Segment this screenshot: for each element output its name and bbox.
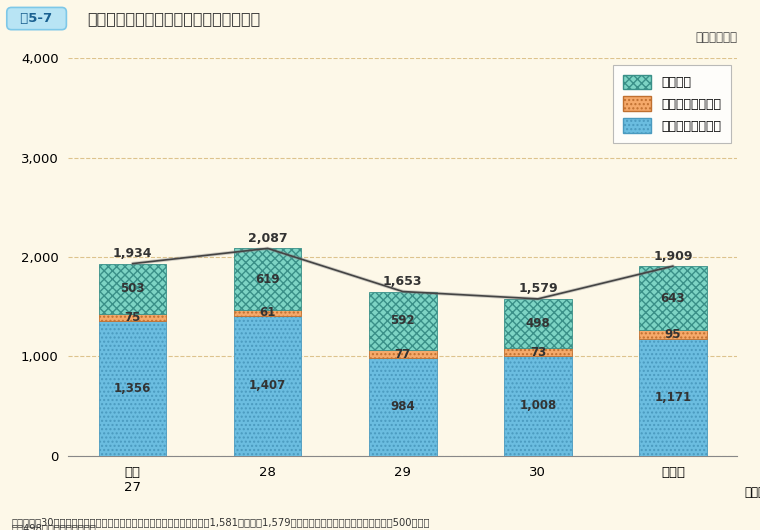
Bar [639,330,707,339]
Bar [99,263,166,314]
Text: 2,087: 2,087 [248,232,287,245]
Text: 61: 61 [259,306,276,320]
Text: （単位：件）: （単位：件） [695,31,737,45]
Text: 984: 984 [391,400,415,413]
Text: 図5-7: 図5-7 [11,12,62,25]
Bar [369,358,436,456]
Text: 73: 73 [530,346,546,358]
Bar [234,249,302,310]
Text: 1,909: 1,909 [654,250,693,263]
Text: 75: 75 [125,311,141,324]
Text: 1,407: 1,407 [249,379,287,392]
Text: 1,579: 1,579 [518,282,558,295]
Text: 1,934: 1,934 [112,247,152,260]
Text: 1,356: 1,356 [114,382,151,395]
Text: 592: 592 [391,314,415,328]
Text: 503: 503 [120,282,145,295]
Text: 公務災害及び通勤災害の認定件数の推移: 公務災害及び通勤災害の認定件数の推移 [87,11,261,26]
Bar [99,314,166,321]
Text: 498: 498 [525,317,550,330]
Text: 1,171: 1,171 [654,391,692,404]
Bar [639,266,707,330]
Bar [234,316,302,456]
Text: 「498」に訂正している。: 「498」に訂正している。 [11,524,97,530]
Bar [639,339,707,456]
Bar [504,356,572,456]
Text: （年度）: （年度） [744,487,760,499]
Text: 1,653: 1,653 [383,275,423,288]
Bar [99,321,166,456]
Text: （注）平成30年度の公務災害及び通勤災害の認定件数の合計について「1,581」から「1,579」に、通勤災害の認定件数について「500」から: （注）平成30年度の公務災害及び通勤災害の認定件数の合計について「1,581」か… [11,517,430,527]
Bar [369,350,436,358]
Bar [369,292,436,350]
Bar [504,348,572,356]
Text: 1,008: 1,008 [519,399,556,412]
Text: 77: 77 [394,348,411,361]
Bar [234,310,302,316]
Text: 619: 619 [255,272,280,286]
Text: 95: 95 [665,328,681,341]
Legend: 通勤災害, 公務災害（疾病）, 公務災害（負傷）: 通勤災害, 公務災害（疾病）, 公務災害（負傷） [613,65,731,143]
Bar [504,299,572,348]
Text: 643: 643 [660,292,686,305]
